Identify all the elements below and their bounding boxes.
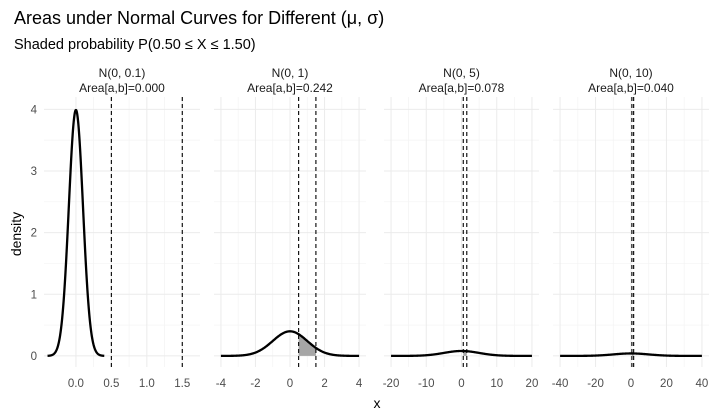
panel-area-label: Area[a,b]=0.000	[79, 81, 165, 95]
x-tick-label: 20	[660, 378, 673, 390]
panel-area-label: Area[a,b]=0.078	[419, 81, 505, 95]
x-tick-label: 0.0	[68, 378, 84, 390]
panel-title: N(0, 10)	[609, 66, 652, 80]
facet-panels: 0 1 2 3 4 N(0, 0.1)Area[a,b]=0.000 0.0 0.5 1.0 1.…	[31, 66, 709, 390]
x-tick-label: -20	[383, 378, 400, 390]
y-axis-label: density	[8, 212, 24, 256]
panel-title: N(0, 5)	[443, 66, 480, 80]
y-tick-label: 4	[31, 104, 38, 116]
chart-title: Areas under Normal Curves for Different …	[14, 8, 384, 28]
x-tick-label: -2	[250, 378, 260, 390]
facet-panel: N(0, 1)Area[a,b]=0.242 -4 -2 0 2 4	[214, 66, 366, 390]
x-tick-label: 40	[696, 378, 709, 390]
x-tick-label: 0.5	[103, 378, 119, 390]
x-tick-label: 4	[356, 378, 363, 390]
panel-area-label: Area[a,b]=0.242	[247, 81, 333, 95]
x-tick-label: -40	[552, 378, 569, 390]
chart-subtitle: Shaded probability P(0.50 ≤ X ≤ 1.50)	[14, 37, 256, 53]
facet-panel: N(0, 5)Area[a,b]=0.078 -20 -10 0 10 20	[383, 66, 539, 390]
x-axis-label: x	[374, 395, 381, 411]
x-tick-label: 0	[628, 378, 634, 390]
panel-area-label: Area[a,b]=0.040	[588, 81, 674, 95]
density-curve	[46, 108, 106, 357]
x-tick-label: -10	[418, 378, 435, 390]
facet-panel: N(0, 10)Area[a,b]=0.040 -40 -20 0 20 40	[552, 66, 709, 390]
density-curve	[559, 352, 703, 358]
y-tick-label: 0	[31, 351, 37, 363]
x-tick-label: 1.0	[139, 378, 155, 390]
density-curve	[390, 349, 533, 358]
y-tick-label: 3	[31, 166, 37, 178]
shaded-area	[298, 334, 316, 356]
panel-title: N(0, 0.1)	[99, 66, 146, 80]
y-tick-label: 2	[31, 228, 37, 240]
x-tick-label: 2	[321, 378, 327, 390]
x-tick-label: -4	[216, 378, 227, 390]
panel-title: N(0, 1)	[272, 66, 309, 80]
x-tick-label: 10	[490, 378, 503, 390]
x-tick-label: 1.5	[174, 378, 190, 390]
x-tick-label: -20	[587, 378, 604, 390]
x-tick-label: 0	[287, 378, 293, 390]
density-curve	[220, 330, 360, 358]
x-tick-label: 0	[458, 378, 464, 390]
facet-panel: N(0, 0.1)Area[a,b]=0.000 0.0 0.5 1.0 1.5	[44, 66, 200, 390]
y-tick-label: 1	[31, 289, 37, 301]
x-tick-label: 20	[526, 378, 539, 390]
